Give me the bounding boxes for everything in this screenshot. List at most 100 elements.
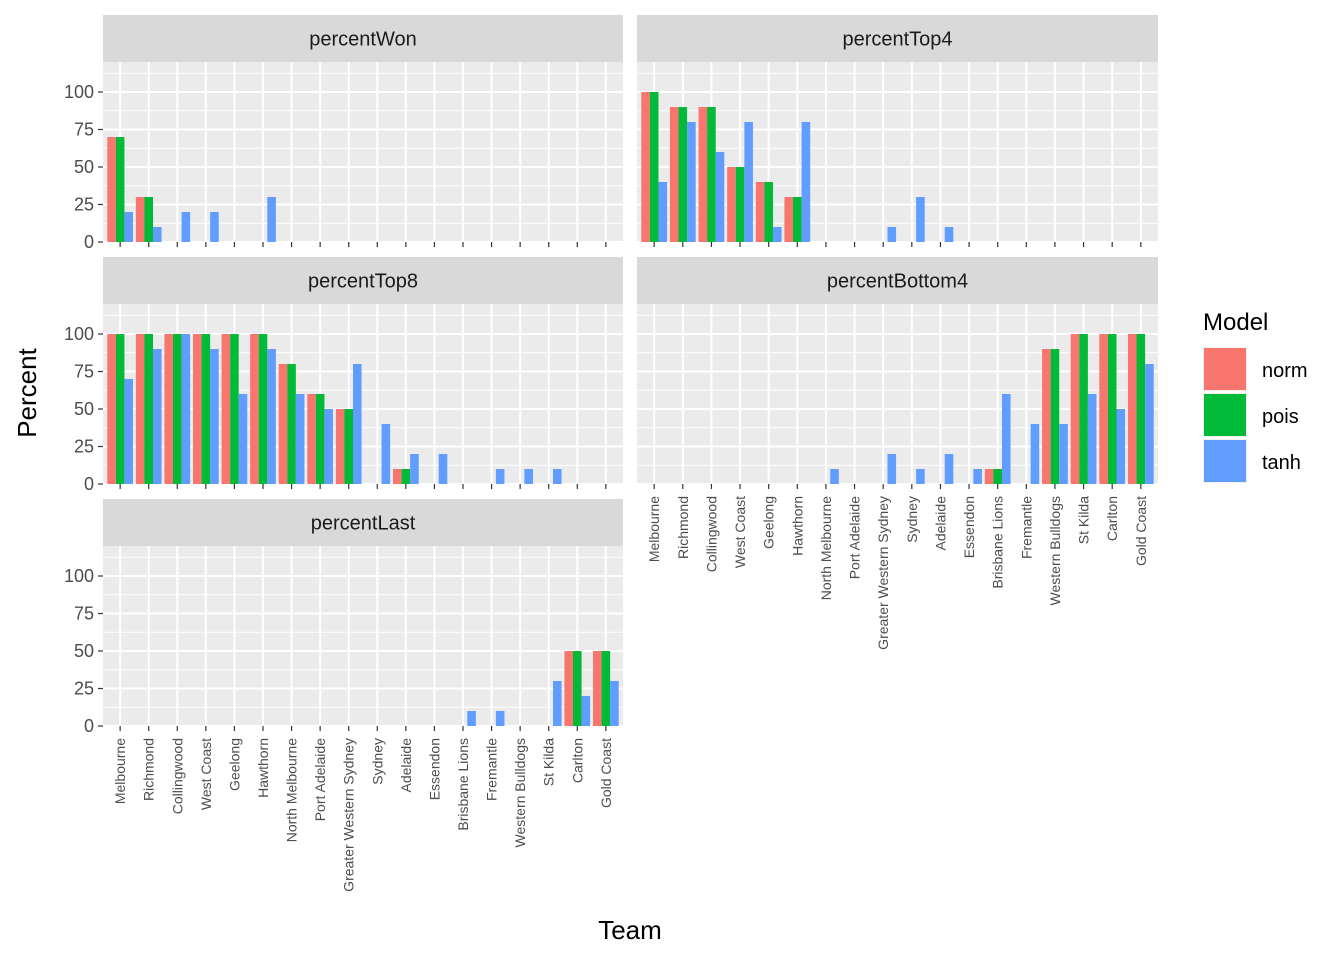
x-tick-label-adelaide: Adelaide (398, 738, 414, 793)
bar-percentbottom4-pois-carlton (1107, 334, 1117, 484)
x-tick-label-carlton: Carlton (569, 738, 585, 783)
bar-percenttop4-tanh-adelaide (944, 227, 954, 242)
bar-percentwon-norm-richmond (135, 197, 145, 242)
x-tick-label-greater-western-sydney: Greater Western Sydney (875, 496, 891, 650)
strip-percentbottom4 (637, 257, 1158, 304)
panel-percentlast: percentLast 0 25 50 75 100 Melbourne Richmond Co… (64, 499, 623, 892)
bar-percenttop8-pois-adelaide (401, 469, 411, 484)
bar-percenttop4-tanh-melbourne (658, 182, 668, 242)
bar-percentbottom4-tanh-gold-coast (1145, 364, 1154, 484)
bar-percentbottom4-tanh-adelaide (944, 454, 954, 484)
x-tick-label-port-adelaide: Port Adelaide (312, 738, 328, 821)
x-tick-label-brisbane-lions: Brisbane Lions (455, 738, 471, 831)
y-tick-label: 25 (74, 437, 94, 457)
x-tick-label-greater-western-sydney: Greater Western Sydney (341, 738, 357, 892)
bar-percentbottom4-tanh-essendon (973, 469, 982, 484)
bar-percenttop4-tanh-hawthorn (801, 122, 811, 242)
panel-percenttop4: percentTop4 (637, 15, 1158, 247)
x-tick-label-melbourne: Melbourne (112, 738, 128, 804)
x-tick-label-fremantle: Fremantle (1018, 496, 1034, 559)
bar-percenttop8-norm-melbourne (107, 334, 116, 484)
panel-background (103, 546, 623, 726)
bar-percentlast-tanh-brisbane-lions (467, 711, 476, 726)
bar-percenttop8-tanh-north-melbourne (295, 394, 305, 484)
bar-percenttop8-tanh-western-bulldogs (524, 469, 533, 484)
x-tick-label-sydney: Sydney (369, 738, 385, 785)
bar-percenttop4-tanh-geelong (772, 227, 782, 242)
x-tick-label-hawthorn: Hawthorn (789, 496, 805, 556)
panel-percentbottom4: percentBottom4 Melbourne Richmond Collingwo… (637, 257, 1158, 650)
y-tick-label: 25 (74, 679, 94, 699)
bar-percenttop8-pois-greater-western-sydney (344, 409, 353, 484)
bar-percenttop4-tanh-greater-western-sydney (887, 227, 897, 242)
bar-percenttop8-pois-richmond (144, 334, 153, 484)
bar-percenttop4-norm-hawthorn (784, 197, 794, 242)
bar-percenttop8-norm-geelong (221, 334, 231, 484)
bar-percentwon-tanh-hawthorn (267, 197, 276, 242)
panel-percenttop8: percentTop8 0 25 50 75 100 (64, 257, 623, 494)
x-tick-label-collingwood: Collingwood (703, 496, 719, 572)
panel-title: percentLast (311, 513, 416, 535)
bar-percenttop8-pois-north-melbourne (287, 364, 296, 484)
bar-percenttop4-tanh-collingwood (715, 152, 725, 242)
y-tick-label: 0 (84, 716, 94, 736)
bar-percenttop8-norm-greater-western-sydney (335, 409, 345, 484)
bar-percentwon-pois-melbourne (115, 137, 125, 242)
x-tick-label-hawthorn: Hawthorn (255, 738, 271, 798)
bar-percenttop4-pois-melbourne (649, 92, 659, 242)
bar-percenttop8-pois-west-coast (201, 334, 211, 484)
bar-percentwon-norm-melbourne (107, 137, 116, 242)
y-tick-label: 75 (74, 120, 94, 140)
strip-percentwon (103, 15, 623, 62)
bar-percenttop4-norm-richmond (669, 107, 679, 242)
x-tick-label-western-bulldogs: Western Bulldogs (512, 738, 528, 847)
bar-percentlast-pois-carlton (573, 651, 582, 726)
bar-percentbottom4-pois-st-kilda (1079, 334, 1088, 484)
bar-percenttop8-tanh-greater-western-sydney (353, 364, 362, 484)
bar-percentbottom4-tanh-fremantle (1030, 424, 1040, 484)
bar-percenttop8-tanh-richmond (153, 349, 162, 484)
x-tick-label-collingwood: Collingwood (169, 738, 185, 814)
y-tick-label: 50 (74, 641, 94, 661)
bar-percentbottom4-norm-gold-coast (1127, 334, 1137, 484)
y-tick-label: 25 (74, 195, 94, 215)
bar-percenttop4-pois-geelong (764, 182, 773, 242)
legend-swatch-norm (1204, 348, 1246, 390)
x-axis-title: Team (598, 915, 662, 945)
bar-percenttop4-pois-richmond (678, 107, 688, 242)
x-tick-label-st-kilda: St Kilda (1076, 496, 1092, 544)
bar-percenttop4-norm-west-coast (727, 167, 736, 242)
y-tick-label: 100 (64, 566, 94, 586)
panel-background (103, 62, 623, 242)
x-tick-label-geelong: Geelong (226, 738, 242, 791)
bar-percentlast-tanh-carlton (581, 696, 591, 726)
x-tick-label-melbourne: Melbourne (646, 496, 662, 562)
x-tick-label-essendon: Essendon (426, 738, 442, 800)
bar-percenttop8-norm-hawthorn (250, 334, 259, 484)
x-tick-label-geelong: Geelong (761, 496, 777, 549)
x-tick-label-carlton: Carlton (1104, 496, 1120, 541)
bar-percenttop8-tanh-geelong (238, 394, 248, 484)
bar-percenttop8-tanh-melbourne (124, 379, 133, 484)
bar-percentbottom4-tanh-carlton (1116, 409, 1126, 484)
bar-percenttop8-norm-richmond (135, 334, 145, 484)
bar-percenttop4-pois-west-coast (735, 167, 745, 242)
x-tick-label-port-adelaide: Port Adelaide (847, 496, 863, 579)
panel-title: percentBottom4 (827, 271, 968, 293)
bar-percentbottom4-tanh-north-melbourne (830, 469, 839, 484)
y-tick-label: 50 (74, 399, 94, 419)
strip-percentlast (103, 499, 623, 546)
bar-percenttop4-tanh-west-coast (744, 122, 753, 242)
bar-percentbottom4-norm-brisbane-lions (984, 469, 994, 484)
bar-percenttop8-pois-port-adelaide (315, 394, 325, 484)
legend-swatch-tanh (1204, 440, 1246, 482)
x-tick-label-richmond: Richmond (675, 496, 691, 559)
x-tick-label-north-melbourne: North Melbourne (818, 496, 834, 600)
bar-percenttop8-pois-hawthorn (258, 334, 268, 484)
bar-percentbottom4-tanh-sydney (916, 469, 925, 484)
bar-percentlast-tanh-gold-coast (610, 681, 619, 726)
bar-percenttop8-norm-port-adelaide (307, 394, 316, 484)
bar-percentlast-tanh-fremantle (495, 711, 505, 726)
bar-percentlast-pois-gold-coast (601, 651, 611, 726)
x-tick-label-north-melbourne: North Melbourne (284, 738, 300, 842)
